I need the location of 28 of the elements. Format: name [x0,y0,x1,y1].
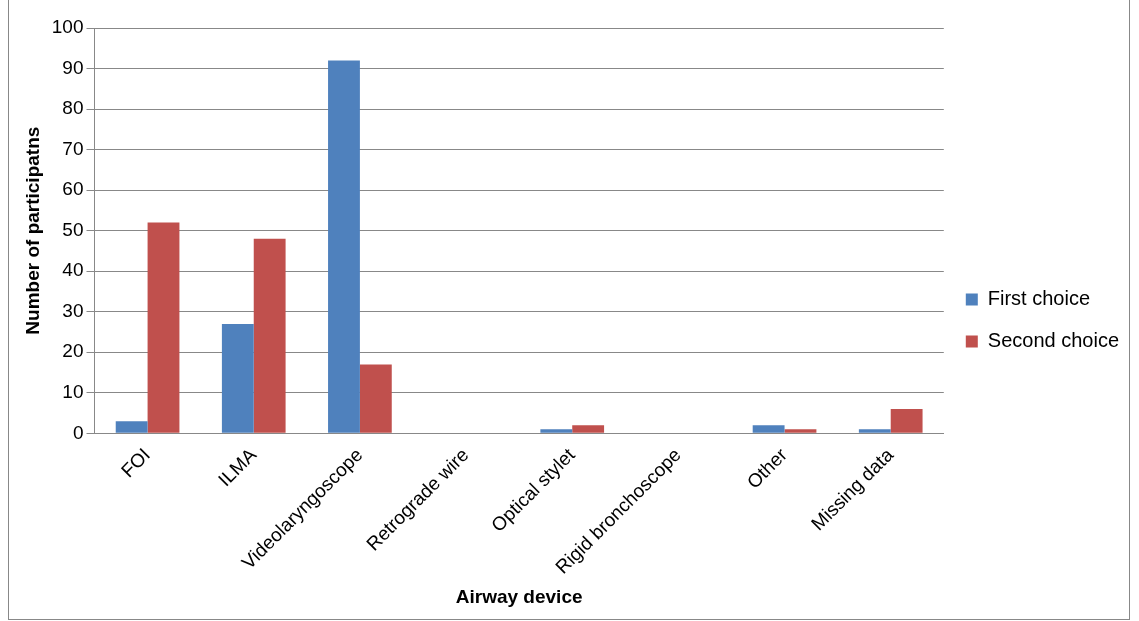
y-axis-title: Number of participatns [21,126,43,335]
y-tick-label: 80 [62,97,84,119]
x-axis-title: Airway device [455,585,583,607]
y-tick-label: 40 [62,259,84,281]
bar [784,429,817,433]
y-tick-label: 60 [62,178,84,200]
x-tick-label: FOI [116,444,155,482]
legend-label: First choice [987,287,1091,310]
bar [147,222,180,433]
y-tick-label: 100 [51,16,84,38]
bar [572,425,605,433]
bar [890,409,923,433]
legend-label: Second choice [987,329,1119,352]
y-tick-label: 0 [72,421,84,443]
bar [221,323,254,433]
y-tick-label: 20 [62,340,84,362]
bar [752,425,785,433]
y-tick-label: 90 [62,56,84,78]
bar [115,421,148,433]
y-tick-label: 30 [62,299,84,321]
y-tick-label: 10 [62,381,84,403]
y-tick-label: 70 [62,137,84,159]
bar [328,60,360,433]
y-tick-label: 50 [62,218,84,240]
bar [359,364,392,433]
bar [540,429,573,433]
bar [253,238,286,433]
bar [858,429,891,433]
